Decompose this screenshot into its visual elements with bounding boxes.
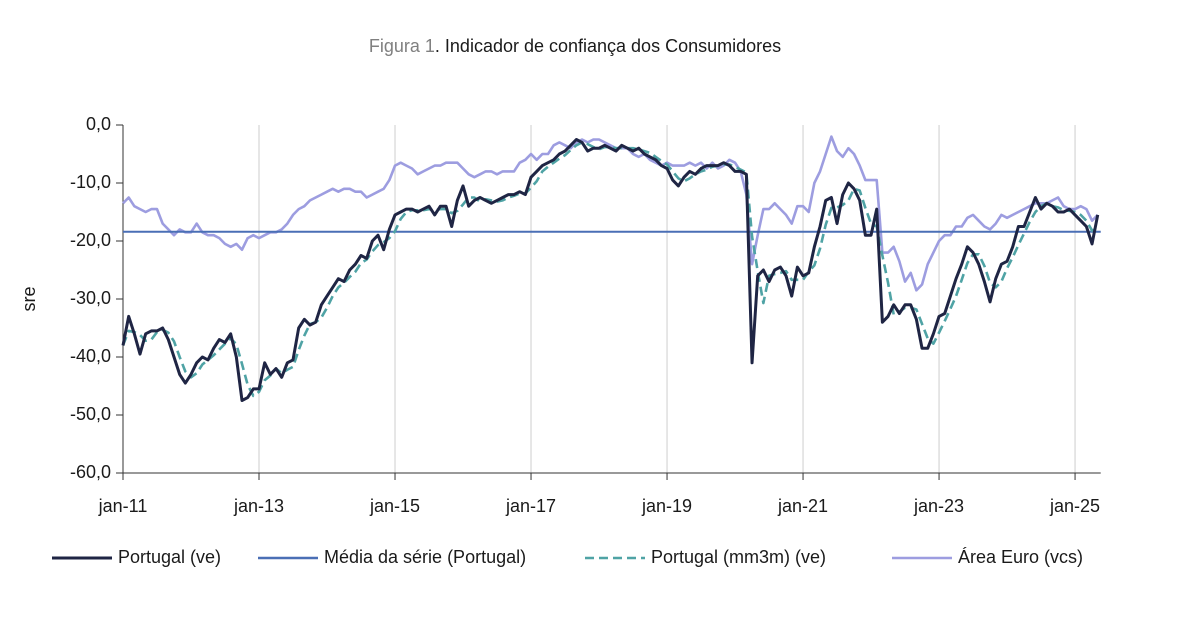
x-tick-label: jan-13 — [233, 496, 284, 516]
x-tick-label: jan-15 — [369, 496, 420, 516]
y-tick-label: -40,0 — [70, 346, 111, 366]
y-tick-label: 0,0 — [86, 114, 111, 134]
y-tick-label: -20,0 — [70, 230, 111, 250]
x-tick-label: jan-19 — [641, 496, 692, 516]
figure-label: Figura 1 — [369, 36, 435, 56]
x-tick-label: jan-23 — [913, 496, 964, 516]
y-axis-label: sre — [19, 286, 39, 311]
legend-label: Média da série (Portugal) — [324, 547, 526, 567]
x-tick-label: jan-17 — [505, 496, 556, 516]
series-line — [122, 135, 1099, 292]
y-tick-label: -30,0 — [70, 288, 111, 308]
x-tick-label: jan-11 — [98, 496, 148, 516]
y-tick-label: -50,0 — [70, 404, 111, 424]
y-tick-label: -60,0 — [70, 462, 111, 482]
x-tick-label: jan-21 — [777, 496, 828, 516]
legend-label: Portugal (mm3m) (ve) — [651, 547, 826, 567]
chart-title-group: Figura 1. Indicador de confiança dos Con… — [369, 36, 781, 56]
legend-label: Portugal (ve) — [118, 547, 221, 567]
chart-title: . Indicador de confiança dos Consumidore… — [435, 36, 781, 56]
series-line — [121, 141, 1099, 398]
series-line — [121, 138, 1100, 402]
y-tick-label: -10,0 — [70, 172, 111, 192]
x-tick-label: jan-25 — [1049, 496, 1100, 516]
legend-label: Área Euro (vcs) — [958, 547, 1083, 567]
